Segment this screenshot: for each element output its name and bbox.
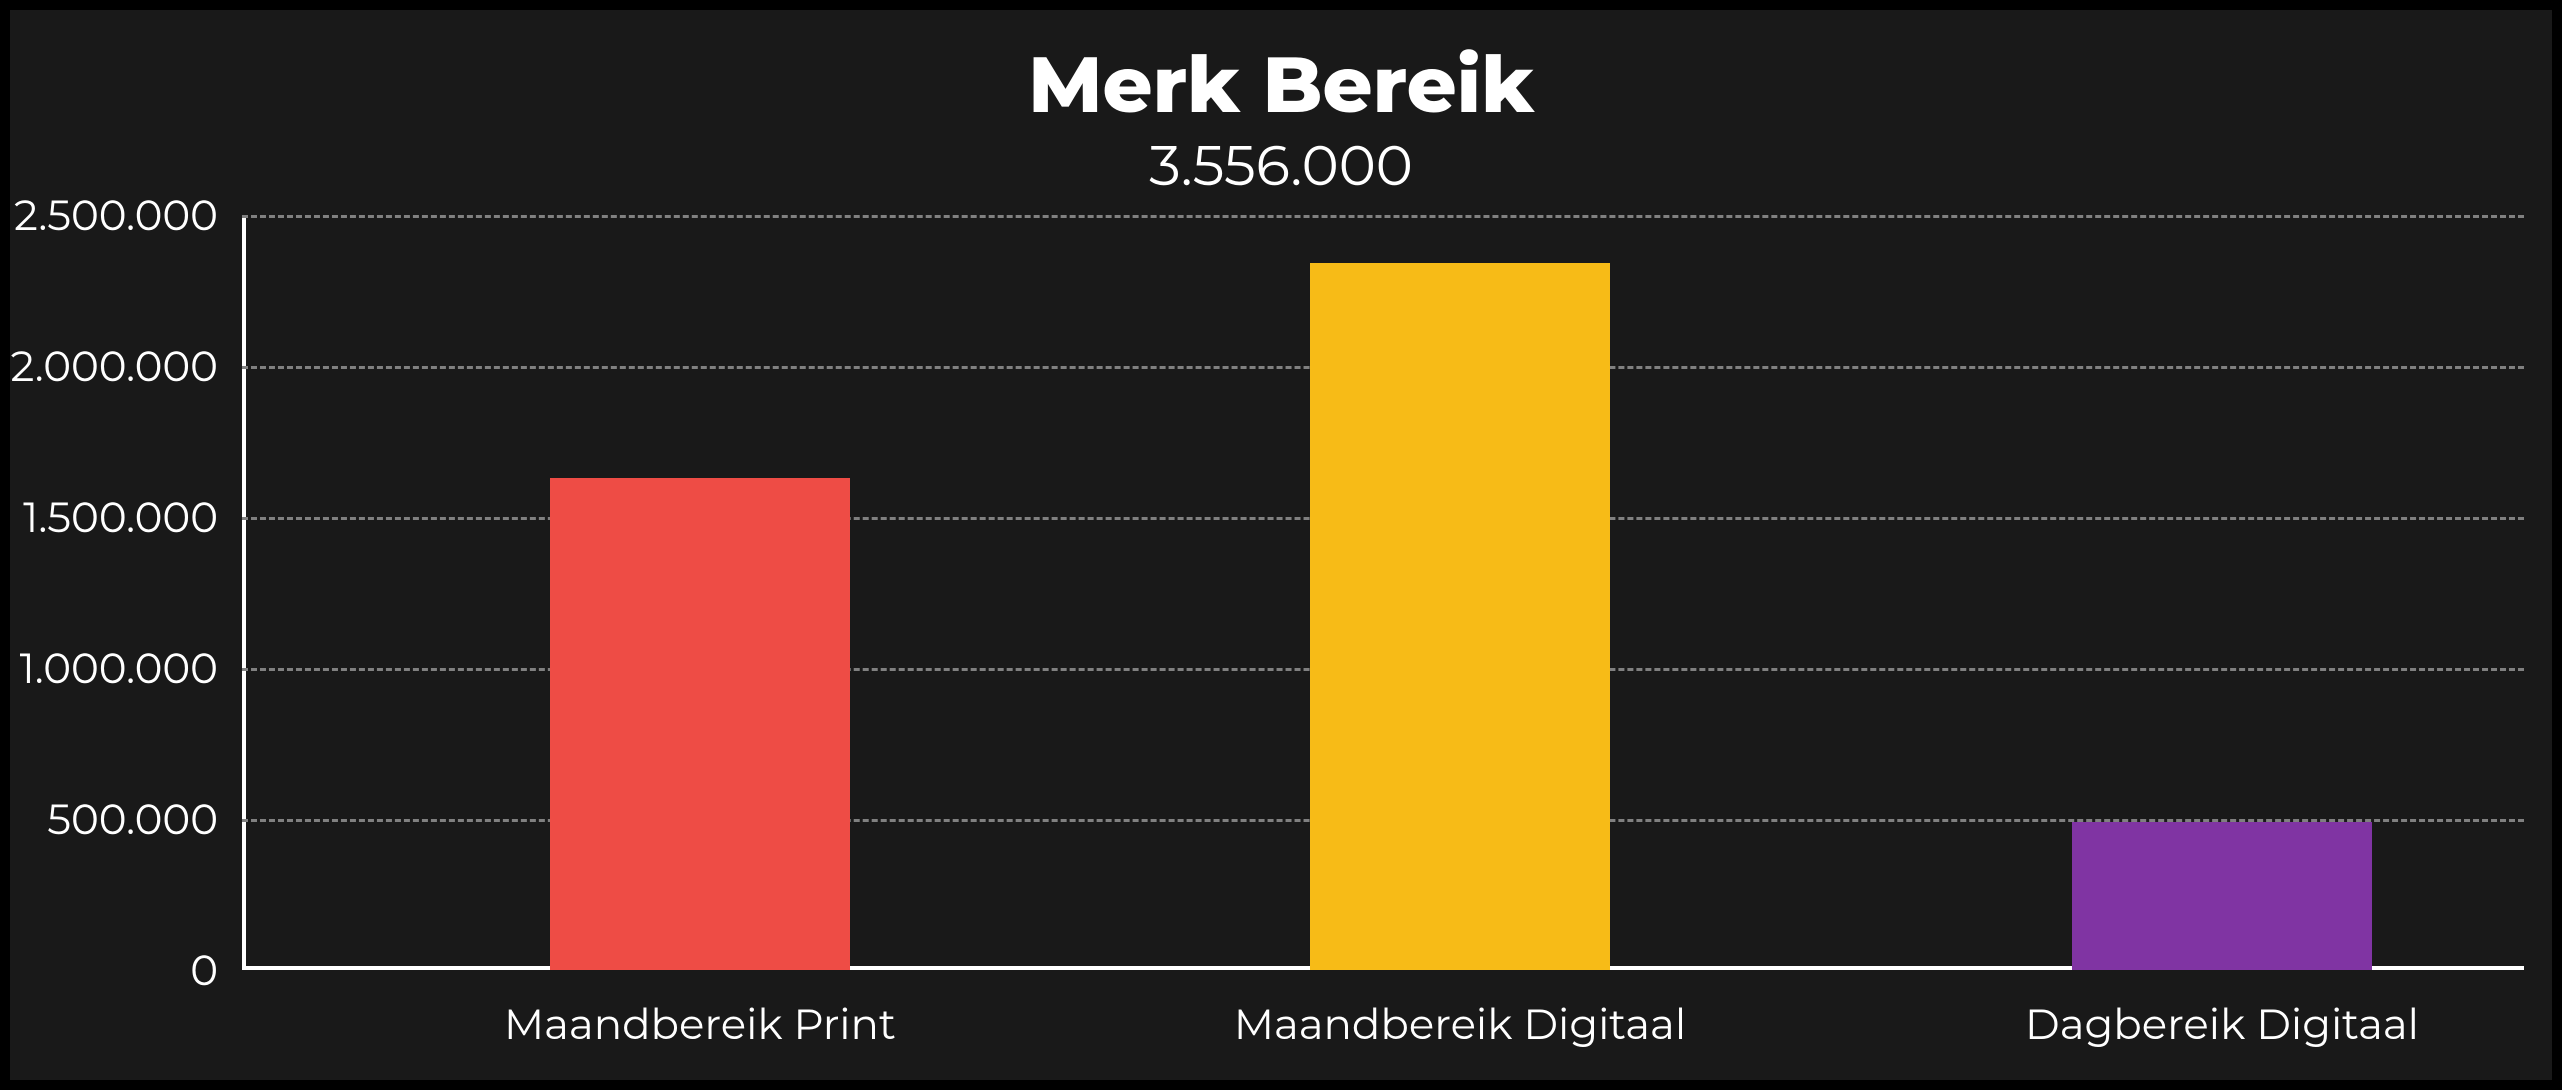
y-tick-label: 2.000.000: [10, 340, 242, 392]
y-tick-label: 1.500.000: [23, 491, 242, 543]
plot-area: 0500.0001.000.0001.500.0002.000.0002.500…: [242, 215, 2524, 970]
bar: [550, 478, 850, 970]
x-tick-label: Dagbereik Digitaal: [2025, 998, 2419, 1050]
y-tick-label: 1.000.000: [20, 642, 242, 694]
bar: [1310, 263, 1610, 970]
chart-title: Merk Bereik: [10, 36, 2552, 132]
y-tick-label: 0: [190, 944, 242, 996]
x-tick-label: Maandbereik Print: [504, 998, 896, 1050]
x-tick-label: Maandbereik Digitaal: [1234, 998, 1686, 1050]
y-tick-label: 2.500.000: [14, 189, 242, 241]
grid-line: [242, 215, 2524, 218]
bar: [2072, 822, 2372, 970]
chart-frame: Merk Bereik 3.556.000 0500.0001.000.0001…: [6, 6, 2556, 1084]
chart-subtitle: 3.556.000: [10, 132, 2552, 200]
y-axis: [242, 215, 246, 970]
y-tick-label: 500.000: [47, 793, 242, 845]
